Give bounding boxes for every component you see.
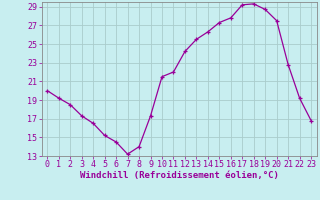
X-axis label: Windchill (Refroidissement éolien,°C): Windchill (Refroidissement éolien,°C) [80, 171, 279, 180]
